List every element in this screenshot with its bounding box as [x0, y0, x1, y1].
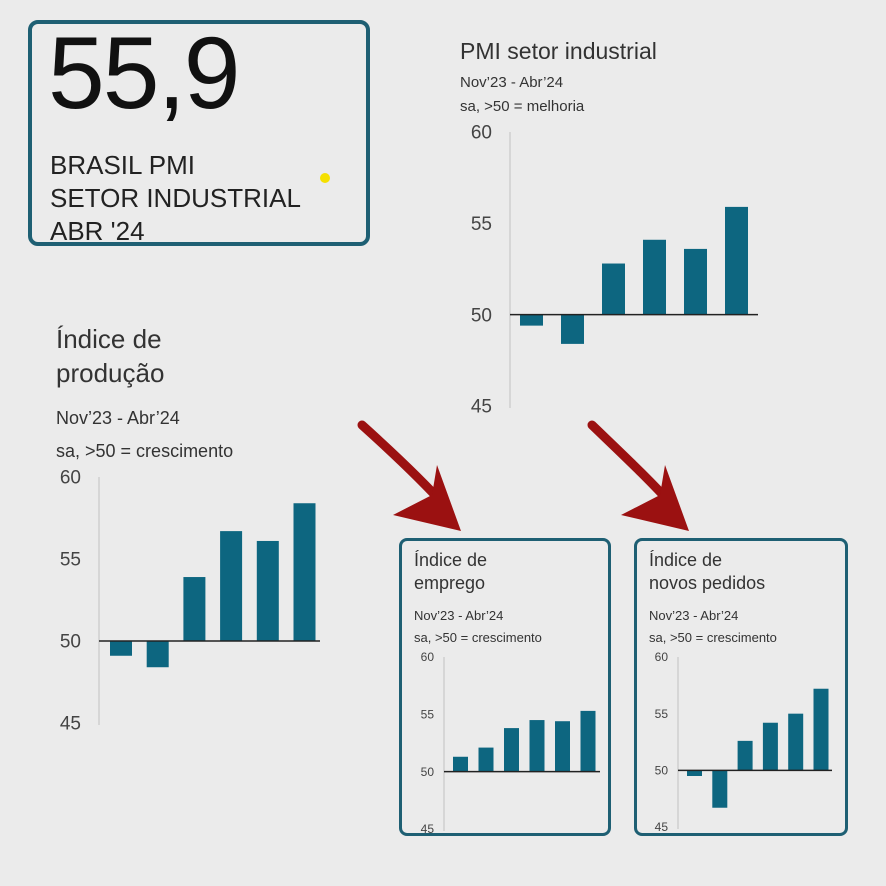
pedidos-chart: 60 55 50 45 — [655, 650, 832, 834]
emprego-y-tick-label: 55 — [421, 708, 435, 722]
hero-box — [28, 20, 370, 246]
pmi-chart-note: sa, >50 = melhoria — [460, 98, 585, 115]
producao-bar — [110, 641, 132, 656]
producao-bar — [220, 531, 243, 641]
producao-chart-note: sa, >50 = crescimento — [56, 441, 234, 461]
emprego-chart-title-line1: Índice de — [414, 550, 488, 570]
producao-chart: 60 55 50 45 — [60, 468, 320, 735]
pedidos-bar — [687, 770, 702, 776]
producao-y-tick-label: 50 — [60, 632, 81, 653]
emprego-chart: 60 55 50 45 — [421, 650, 600, 836]
producao-bar — [256, 540, 279, 641]
arrow-right-head — [621, 465, 689, 531]
hero-label-line2: SETOR INDUSTRIAL — [50, 183, 301, 213]
pmi-y-tick-label: 50 — [471, 305, 492, 326]
producao-y-tick-label: 60 — [60, 468, 81, 489]
emprego-panel — [399, 538, 611, 836]
producao-bar — [293, 503, 316, 641]
pmi-bar — [643, 239, 666, 315]
hero-label-line3: ABR '24 — [50, 216, 145, 246]
pedidos-bar — [712, 770, 728, 808]
pedidos-chart-note: sa, >50 = crescimento — [649, 630, 777, 645]
pedidos-bar — [813, 688, 829, 771]
emprego-bar — [529, 720, 545, 772]
producao-bar — [183, 577, 206, 641]
pmi-bar — [725, 206, 748, 315]
accent-dot — [320, 173, 330, 183]
pedidos-y-tick-label: 60 — [655, 650, 669, 664]
pmi-bar — [602, 263, 625, 315]
emprego-bar — [555, 721, 570, 772]
producao-chart-title-line2: produção — [56, 358, 165, 388]
pedidos-chart-title-line1: Índice de — [649, 550, 723, 570]
pmi-bar — [684, 248, 707, 315]
emprego-chart-period: Nov’23 - Abr’24 — [414, 608, 504, 623]
pedidos-chart-title-line2: novos pedidos — [649, 573, 766, 593]
pedidos-bar — [737, 740, 753, 771]
arrows-layer — [357, 420, 689, 531]
producao-chart-period: Nov’23 - Abr’24 — [56, 408, 180, 428]
producao-chart-title-line1: Índice de — [56, 324, 162, 354]
emprego-y-tick-label: 60 — [421, 650, 435, 664]
emprego-y-tick-label: 45 — [421, 822, 435, 836]
emprego-bar — [504, 728, 519, 772]
pmi-chart-period: Nov’23 - Abr’24 — [460, 74, 564, 91]
pmi-headline-value: 55,9 — [48, 16, 241, 130]
emprego-bar — [478, 747, 494, 772]
pedidos-bar — [788, 713, 804, 771]
producao-y-tick-label: 45 — [60, 714, 81, 735]
hero-label-line1: BRASIL PMI — [50, 150, 195, 180]
pmi-y-tick-label: 55 — [471, 214, 492, 235]
pmi-y-tick-label: 45 — [471, 397, 492, 418]
emprego-bar — [580, 710, 596, 772]
producao-y-tick-label: 55 — [60, 550, 81, 571]
pmi-bar — [561, 314, 584, 344]
emprego-y-tick-label: 50 — [421, 765, 435, 779]
pedidos-y-tick-label: 45 — [655, 820, 669, 834]
pmi-chart-title: PMI setor industrial — [460, 38, 657, 64]
pedidos-y-tick-label: 50 — [655, 764, 669, 778]
producao-bar — [146, 641, 169, 668]
pedidos-bar — [762, 722, 778, 771]
pedidos-chart-period: Nov’23 - Abr’24 — [649, 608, 739, 623]
emprego-chart-title-line2: emprego — [414, 573, 486, 593]
pedidos-y-tick-label: 55 — [655, 707, 669, 721]
novos-pedidos-panel — [634, 538, 848, 836]
pmi-bar — [520, 314, 543, 326]
pmi-chart: 60 55 50 45 — [471, 123, 758, 418]
emprego-bar — [453, 756, 468, 772]
emprego-chart-note: sa, >50 = crescimento — [414, 630, 542, 645]
pmi-y-tick-label: 60 — [471, 123, 492, 144]
arrow-left-head — [393, 465, 461, 531]
